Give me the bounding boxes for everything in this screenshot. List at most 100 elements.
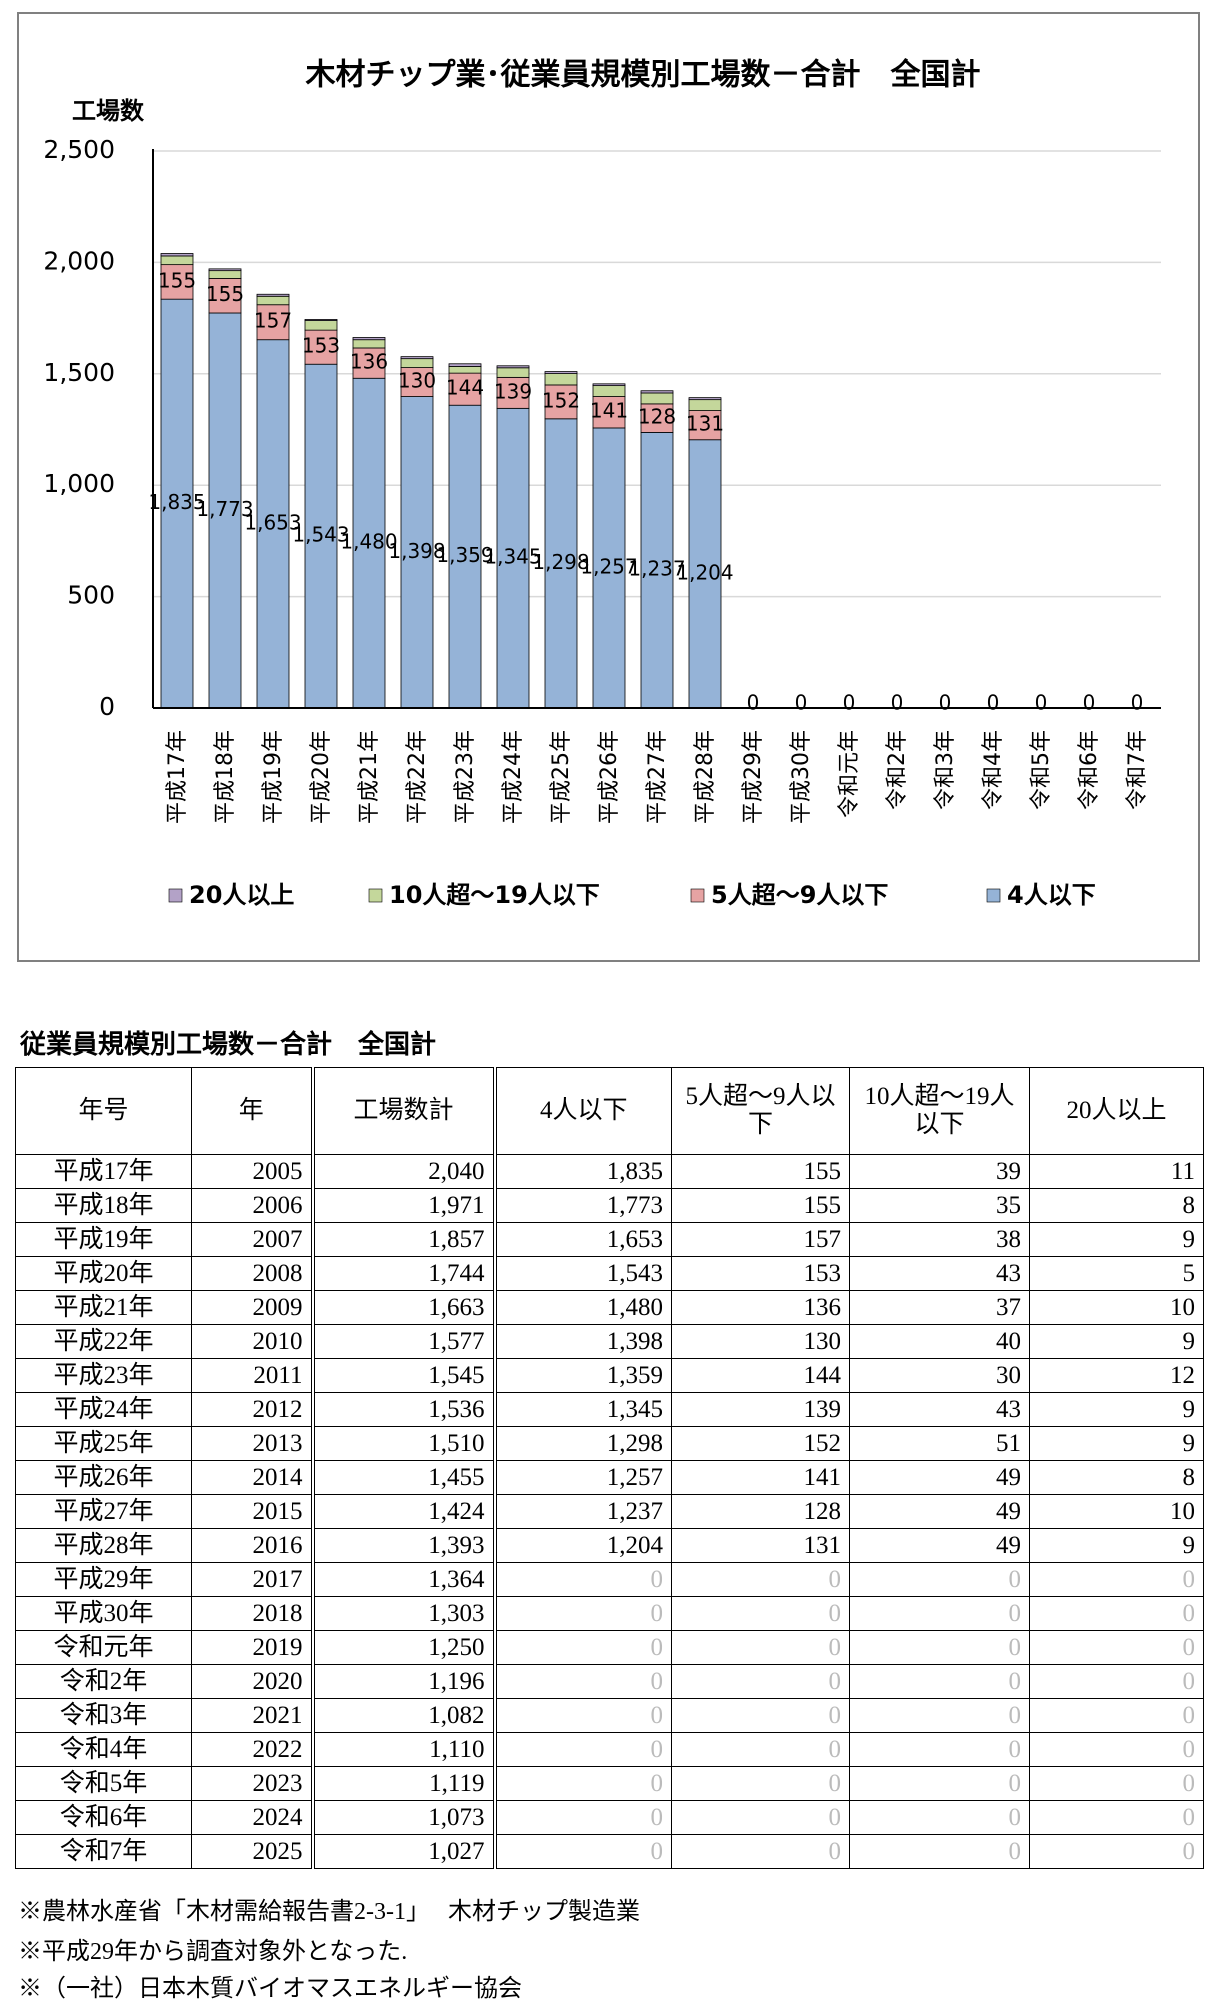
table-cell: 平成19年: [15, 1222, 192, 1257]
header-cell: 年号: [15, 1067, 192, 1155]
header-row: 年号年工場数計 4人以下 5人超～9人以下 10人超～19人以下 20人以上: [15, 1067, 1204, 1155]
data-label: 153: [302, 334, 340, 358]
table-cell: 1,298: [494, 1426, 672, 1461]
table-cell: 153: [671, 1256, 850, 1291]
bar-segment: [592, 396, 626, 429]
table-cell: 1,455: [312, 1460, 497, 1495]
data-label: 1,773: [196, 497, 253, 521]
table-cell: 2007: [191, 1222, 315, 1257]
header-cell: 5人超～9人以下: [671, 1067, 850, 1155]
table-cell: 1,359: [494, 1358, 672, 1393]
y-tick-label: 1,000: [43, 469, 115, 498]
data-label: 0: [891, 691, 904, 715]
table-cell: 8: [1029, 1460, 1204, 1495]
data-label: 1,204: [676, 560, 733, 584]
table-cell: 0: [494, 1766, 672, 1801]
bar-segment: [640, 403, 674, 433]
table-cell: 0: [849, 1630, 1030, 1665]
table-cell: 136: [671, 1290, 850, 1325]
data-label: 1,345: [484, 545, 541, 569]
table-cell: 0: [494, 1698, 672, 1733]
bar-segment: [640, 390, 674, 394]
x-tick-label: 平成17年: [165, 730, 190, 824]
data-label: 130: [398, 369, 436, 393]
table-cell: 令和7年: [15, 1834, 192, 1869]
table-cell: 1,744: [312, 1256, 497, 1291]
table-cell: 0: [1029, 1630, 1204, 1665]
x-tick-label: 平成18年: [213, 730, 238, 824]
table-cell: 1,398: [494, 1324, 672, 1359]
bar-segment: [448, 366, 482, 374]
header-cell: 4人以下: [494, 1067, 672, 1155]
bar-segment: [160, 255, 194, 266]
bar-segment: [304, 329, 338, 365]
table-cell: 130: [671, 1324, 850, 1359]
chart: 木材チップ業･従業員規模別工場数－合計 全国計 工場数 0 500 1,000 1,5…: [17, 12, 1200, 962]
table-row: 令和3年 2021 1,082 0 0 0 0: [15, 1698, 1204, 1733]
table-cell: 2011: [191, 1358, 315, 1393]
table-cell: 2014: [191, 1460, 315, 1495]
bar-segment: [208, 268, 242, 272]
table-cell: 9: [1029, 1324, 1204, 1359]
table-cell: 0: [494, 1596, 672, 1631]
data-label: 0: [1131, 691, 1144, 715]
data-label: 1,237: [628, 557, 685, 581]
data-label: 0: [795, 691, 808, 715]
table-cell: 49: [849, 1528, 1030, 1563]
data-label: 1,257: [580, 554, 637, 578]
table-cell: 0: [849, 1698, 1030, 1733]
bar-segment: [688, 399, 722, 411]
y-tick-label: 2,000: [43, 246, 115, 275]
x-tick-label: 平成23年: [453, 730, 478, 824]
data-label: 155: [158, 268, 196, 292]
table-title: 従業員規模別工場数－合計 全国計: [20, 1030, 437, 1060]
bar-segment: [352, 377, 386, 709]
table-cell: 平成23年: [15, 1358, 192, 1393]
table-cell: 平成28年: [15, 1528, 192, 1563]
table-cell: 1,073: [312, 1800, 497, 1835]
table-row: 平成22年 2010 1,577 1,398 130 40 9: [15, 1324, 1204, 1359]
table-cell: 令和5年: [15, 1766, 192, 1801]
table-cell: 1,364: [312, 1562, 497, 1597]
bar-segment: [400, 358, 434, 368]
header-cell: 年: [191, 1067, 315, 1155]
table-cell: 0: [494, 1834, 672, 1869]
table-cell: 10: [1029, 1494, 1204, 1529]
table-cell: 令和4年: [15, 1732, 192, 1767]
table-cell: 0: [671, 1698, 850, 1733]
table-cell: 30: [849, 1358, 1030, 1393]
data-label: 141: [590, 399, 628, 423]
data-label: 131: [686, 412, 724, 436]
x-tick-label: 平成21年: [357, 730, 382, 824]
table-cell: 平成20年: [15, 1256, 192, 1291]
data-label: 0: [843, 691, 856, 715]
bar-segment: [592, 383, 626, 387]
bar-segment: [448, 372, 482, 406]
x-tick-label: 令和7年: [1125, 730, 1150, 810]
table-cell: 平成22年: [15, 1324, 192, 1359]
x-tick-label: 平成20年: [309, 730, 334, 824]
table-cell: 1,257: [494, 1460, 672, 1495]
table-cell: 1,663: [312, 1290, 497, 1325]
x-tick-label: 令和3年: [933, 730, 958, 810]
table-cell: 39: [849, 1154, 1030, 1189]
bar-segment: [304, 363, 338, 709]
table-cell: 1,480: [494, 1290, 672, 1325]
header-cell: 工場数計: [312, 1067, 497, 1155]
table-cell: 0: [849, 1664, 1030, 1699]
table-cell: 1,250: [312, 1630, 497, 1665]
header-cell: 10人超～19人以下: [849, 1067, 1030, 1155]
table-cell: 0: [1029, 1766, 1204, 1801]
table-row: 平成18年 2006 1,971 1,773 155 35 8: [15, 1188, 1204, 1223]
table-cell: 2015: [191, 1494, 315, 1529]
table-cell: 令和元年: [15, 1630, 192, 1665]
table-cell: 2023: [191, 1766, 315, 1801]
table-cell: 1,119: [312, 1766, 497, 1801]
table-cell: 1,110: [312, 1732, 497, 1767]
table-row: 平成26年 2014 1,455 1,257 141 49 8: [15, 1460, 1204, 1495]
table-cell: 0: [671, 1834, 850, 1869]
bar-segment: [544, 418, 578, 709]
x-tick-label: 令和2年: [885, 730, 910, 810]
table-cell: 131: [671, 1528, 850, 1563]
table-cell: 40: [849, 1324, 1030, 1359]
